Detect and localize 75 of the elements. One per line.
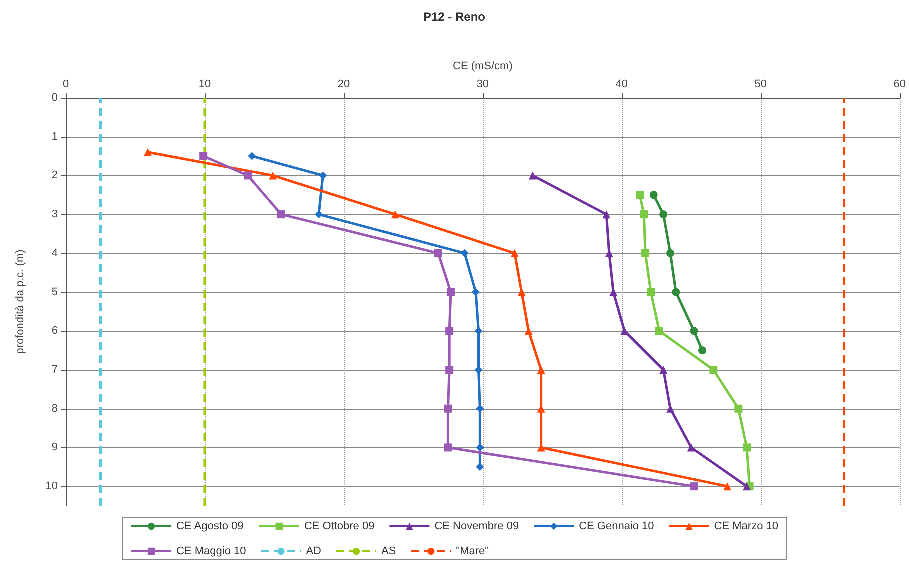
point	[660, 366, 668, 374]
point	[710, 366, 718, 374]
point	[687, 444, 696, 452]
point	[476, 463, 484, 472]
y-tick-label: 0	[52, 92, 58, 104]
y-tick-label: 4	[52, 247, 58, 260]
point	[248, 152, 256, 160]
point	[446, 366, 454, 374]
y-tick-label: 7	[52, 364, 58, 376]
point	[446, 288, 455, 296]
y-tick-label: 5	[52, 286, 58, 298]
point	[690, 482, 698, 491]
chart-title: P12 - Reno	[423, 10, 486, 24]
y-tick-label: 3	[52, 208, 58, 221]
point	[244, 172, 252, 180]
y-tick-label: 8	[52, 402, 58, 415]
x-tick-label: 60	[894, 78, 906, 90]
point	[444, 404, 452, 413]
legend-label: CE Gennaio 10	[579, 520, 654, 532]
point	[472, 288, 480, 296]
point	[474, 366, 483, 374]
x-tick-label: 10	[198, 78, 212, 90]
point	[636, 191, 644, 200]
legend-label: AD	[306, 546, 322, 558]
point	[537, 366, 546, 374]
legend-label: "Mare"	[456, 546, 490, 558]
point	[602, 210, 611, 219]
point	[510, 249, 519, 258]
legend-label: CE Novembre 09	[434, 520, 520, 532]
point	[743, 444, 752, 452]
y-axis-title: profondità da p.c. (m)	[14, 250, 26, 354]
x-tick-label: 50	[754, 78, 768, 90]
point	[391, 210, 400, 219]
point	[434, 249, 442, 258]
x-axis-title: CE (mS/cm)	[452, 60, 513, 72]
point	[640, 210, 648, 219]
x-tick-label: 30	[476, 78, 490, 90]
point	[666, 249, 675, 258]
point	[476, 404, 484, 413]
y-tick-label: 6	[52, 325, 58, 338]
point	[698, 346, 707, 355]
y-tick-label: 2	[52, 170, 58, 182]
point	[647, 288, 656, 296]
legend-label: CE Marzo 10	[714, 520, 778, 532]
point	[200, 152, 208, 160]
point	[269, 172, 278, 180]
point	[690, 327, 698, 336]
y-tick-label: 1	[52, 130, 58, 143]
x-tick-label: 20	[338, 78, 350, 90]
point	[446, 327, 454, 336]
y-tick-label: 9	[52, 442, 58, 454]
legend-label: AS	[382, 546, 396, 558]
point	[660, 210, 668, 219]
point	[144, 148, 152, 156]
point	[444, 444, 452, 452]
x-tick-label: 0	[62, 78, 70, 90]
point	[672, 288, 680, 296]
point	[528, 172, 537, 180]
point	[476, 444, 484, 452]
point	[666, 404, 675, 413]
point	[642, 249, 650, 258]
point	[734, 404, 743, 413]
x-tick-label: 40	[616, 78, 628, 90]
point	[655, 327, 664, 336]
legend-label: CE Agosto 09	[176, 520, 244, 532]
point	[724, 482, 732, 491]
legend-label: CE Maggio 10	[176, 546, 246, 558]
point	[314, 210, 323, 219]
point	[743, 482, 752, 491]
point	[319, 172, 328, 180]
legend-label: CE Ottobre 09	[304, 520, 375, 532]
point	[460, 249, 469, 258]
point	[277, 210, 286, 219]
point	[650, 191, 658, 200]
y-tick-label: 10	[46, 480, 58, 493]
